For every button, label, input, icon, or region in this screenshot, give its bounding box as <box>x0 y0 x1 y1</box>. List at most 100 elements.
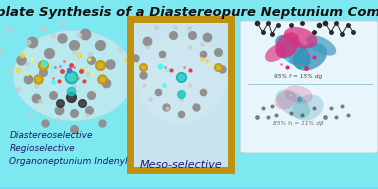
Ellipse shape <box>265 44 287 62</box>
Bar <box>0 188 378 189</box>
Bar <box>0 187 378 188</box>
Text: Template Synthesis of a Diastereopure Neptunium Complex: Template Synthesis of a Diastereopure Ne… <box>0 6 378 19</box>
Bar <box>0 188 378 189</box>
Bar <box>0 187 378 188</box>
Bar <box>0 187 378 188</box>
Bar <box>0 188 378 189</box>
Bar <box>0 187 378 188</box>
Bar <box>0 188 378 189</box>
Bar <box>0 188 378 189</box>
Bar <box>0 187 378 188</box>
Ellipse shape <box>275 32 299 58</box>
Bar <box>0 188 378 189</box>
Bar <box>0 187 378 188</box>
Bar <box>0 187 378 188</box>
Bar <box>0 187 378 188</box>
Bar <box>0 187 378 188</box>
Bar <box>0 187 378 188</box>
Bar <box>0 188 378 189</box>
Ellipse shape <box>306 35 336 56</box>
Bar <box>0 187 378 188</box>
Bar <box>0 188 378 189</box>
Bar <box>0 188 378 189</box>
Bar <box>0 188 378 189</box>
Text: 85% f₁ = 11% dβ: 85% f₁ = 11% dβ <box>273 121 324 126</box>
Bar <box>0 188 378 189</box>
Bar <box>0 187 378 188</box>
Bar <box>0 188 378 189</box>
Bar <box>0 188 378 189</box>
Bar <box>0 187 378 188</box>
Bar <box>0 188 378 189</box>
Ellipse shape <box>276 90 310 118</box>
Bar <box>0 188 378 189</box>
Bar <box>0 188 378 189</box>
Bar <box>0 187 378 188</box>
Bar <box>0 188 378 189</box>
Bar <box>0 187 378 188</box>
Bar <box>0 188 378 189</box>
Bar <box>0 188 378 189</box>
Bar <box>0 188 378 189</box>
Bar <box>0 188 378 189</box>
Bar <box>0 187 378 188</box>
Bar <box>0 187 378 188</box>
Bar <box>0 187 378 188</box>
Bar <box>0 187 378 188</box>
Ellipse shape <box>284 27 317 49</box>
Bar <box>0 188 378 189</box>
Bar <box>0 188 378 189</box>
Bar <box>0 187 378 188</box>
Bar <box>0 187 378 188</box>
Bar <box>0 187 378 188</box>
Bar <box>0 187 378 188</box>
Bar <box>0 187 378 188</box>
Bar <box>0 187 378 188</box>
Bar <box>0 188 378 189</box>
Bar <box>0 188 378 189</box>
Bar <box>0 188 378 189</box>
Bar <box>0 188 378 189</box>
Bar <box>130 19 231 170</box>
Bar <box>0 188 378 189</box>
Bar <box>0 187 378 188</box>
Bar <box>0 188 378 189</box>
Bar <box>0 187 378 188</box>
Text: Regioselective: Regioselective <box>9 144 75 153</box>
Bar <box>0 188 378 189</box>
Bar <box>0 187 378 188</box>
Bar <box>0 188 378 189</box>
Bar <box>0 188 378 189</box>
Text: Diastereoselective: Diastereoselective <box>9 131 93 140</box>
Bar <box>0 188 378 189</box>
Bar <box>0 188 378 189</box>
Bar <box>0 187 378 188</box>
Bar <box>0 187 378 188</box>
Bar <box>0 188 378 189</box>
Bar <box>0 187 378 188</box>
Bar <box>0 187 378 188</box>
Bar <box>0 188 378 189</box>
Bar <box>0 187 378 188</box>
Bar <box>0 187 378 188</box>
Bar <box>0 188 378 189</box>
Bar <box>0 188 378 189</box>
Bar <box>0 187 378 188</box>
Bar <box>0 188 378 189</box>
Bar <box>0 187 378 188</box>
Bar <box>0 187 378 188</box>
Bar <box>0 188 378 189</box>
Bar <box>0 188 378 189</box>
Bar <box>0 187 378 188</box>
Bar <box>0 187 378 188</box>
Bar <box>0 187 378 188</box>
Bar <box>0 187 378 188</box>
Bar <box>0 187 378 188</box>
Bar <box>0 187 378 188</box>
Bar <box>0 188 378 189</box>
Bar <box>0 187 378 188</box>
Bar <box>0 188 378 189</box>
Bar <box>0 187 378 188</box>
Bar <box>0 187 378 188</box>
Bar <box>0 187 378 188</box>
